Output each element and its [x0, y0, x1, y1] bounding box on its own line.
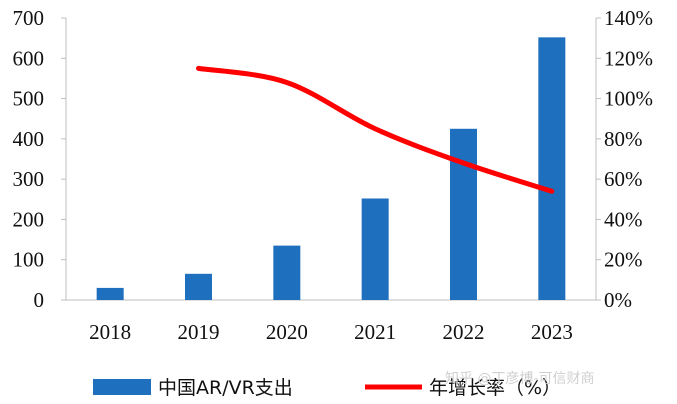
legend: 中国AR/VR支出 年增长率（%）: [93, 377, 561, 399]
right-tick-label: 60%: [604, 167, 643, 191]
bar-series: [96, 37, 566, 300]
bar: [538, 37, 566, 300]
left-tick-label: 0: [34, 288, 45, 312]
x-tick-label: 2023: [531, 320, 573, 344]
left-tick-label: 200: [13, 207, 45, 231]
legend-bar-swatch: [93, 379, 151, 395]
right-tick-label: 20%: [604, 248, 643, 272]
bar: [361, 198, 389, 300]
right-tick-label: 0%: [604, 288, 632, 312]
x-tick-label: 2021: [354, 320, 396, 344]
left-tick-label: 500: [13, 87, 45, 111]
legend-bar-label: 中国AR/VR支出: [158, 377, 293, 399]
axes: [61, 17, 601, 301]
right-tick-label: 100%: [604, 87, 653, 111]
bar: [96, 287, 124, 300]
right-tick-label: 40%: [604, 207, 643, 231]
line-series: [196, 65, 555, 194]
x-tick-label: 2020: [266, 320, 308, 344]
bar: [450, 128, 477, 300]
left-tick-label: 400: [13, 127, 45, 151]
left-tick-label: 300: [13, 167, 45, 191]
left-tick-label: 700: [13, 6, 45, 30]
legend-line-label: 年增长率（%）: [429, 377, 561, 399]
right-tick-label: 140%: [604, 6, 653, 30]
bar: [185, 273, 212, 300]
right-tick-label: 120%: [604, 46, 653, 70]
x-tick-label: 2022: [443, 320, 485, 344]
bar: [273, 245, 301, 300]
tick-labels: 0 100 200 300 400 500 600 700 0% 20% 40% 60% 80% 100%…: [13, 6, 654, 344]
x-tick-label: 2018: [89, 320, 131, 344]
left-tick-label: 100: [13, 248, 45, 272]
watermark: 知乎 @丁彦博-可信财商: [445, 370, 595, 387]
x-tick-label: 2019: [178, 320, 220, 344]
left-tick-label: 600: [13, 46, 45, 70]
right-tick-label: 80%: [604, 127, 643, 151]
growth-rate-line: [196, 65, 555, 194]
